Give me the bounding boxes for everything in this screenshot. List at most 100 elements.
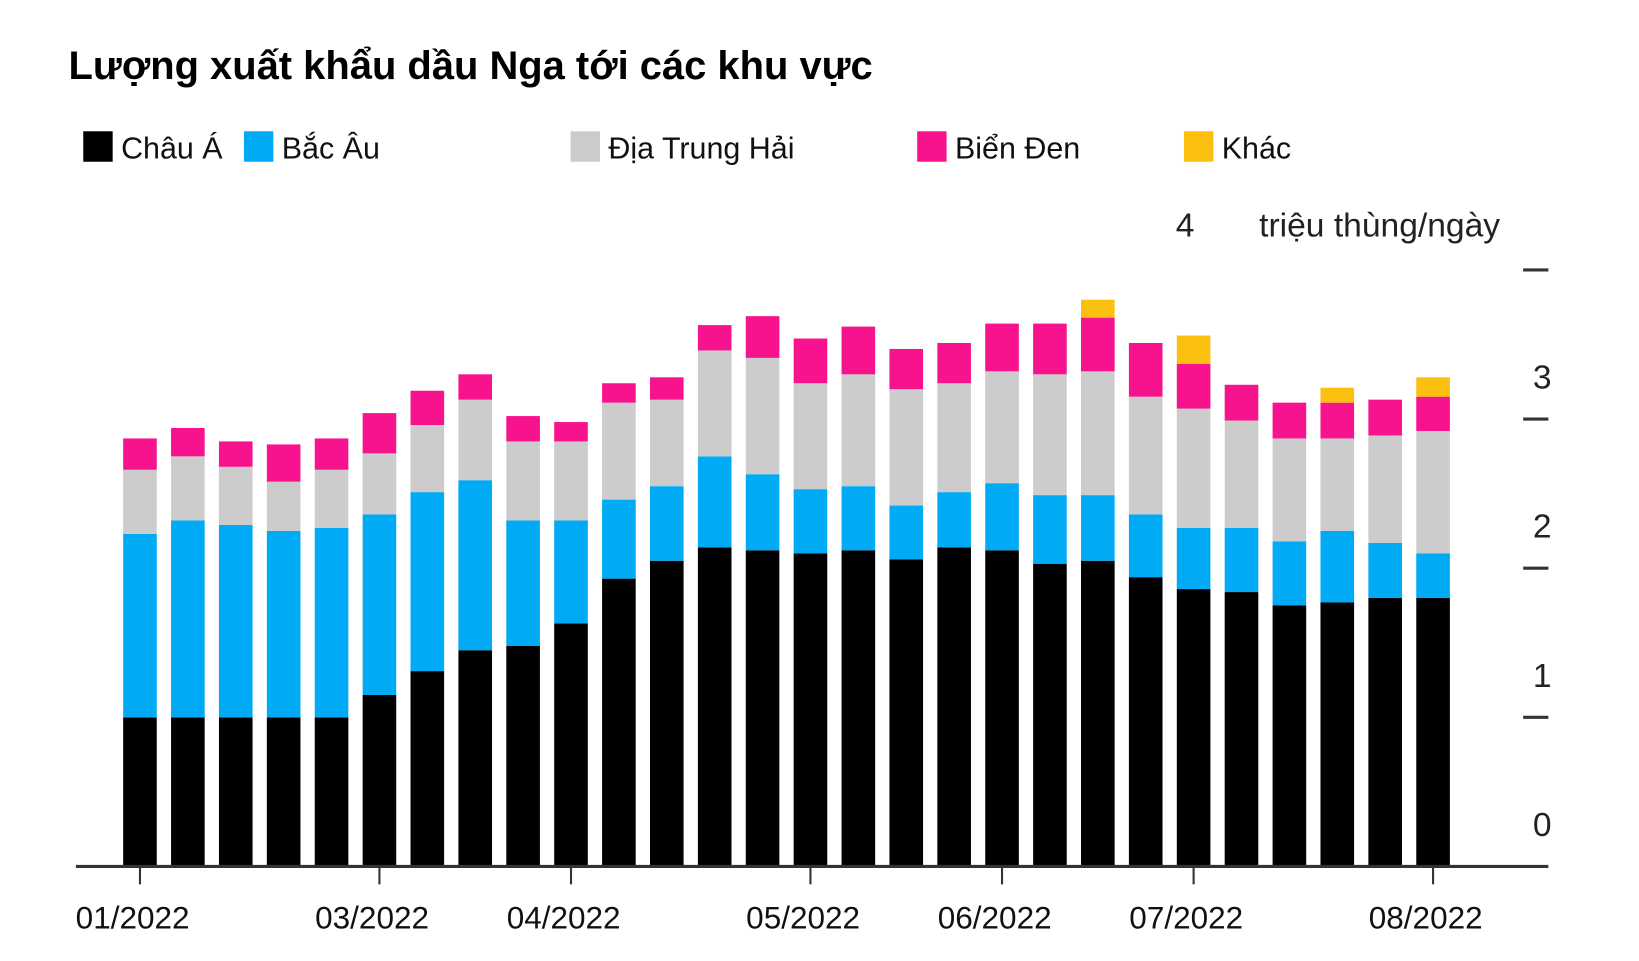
- bar-segment-Châu Á: [362, 694, 397, 867]
- bar-segment-Bắc Âu: [1320, 530, 1355, 603]
- legend-swatch: [917, 131, 947, 162]
- legend-label: Biển Đen: [955, 132, 1080, 166]
- x-tick-label: 05/2022: [746, 899, 860, 935]
- bar-segment-Châu Á: [985, 550, 1019, 867]
- bar-stack: [410, 390, 445, 867]
- bar-segment-Bắc Âu: [745, 474, 780, 551]
- bar-segment-Biển Đen: [362, 413, 397, 454]
- bar-stack: [649, 377, 684, 867]
- bar-segment-Bắc Âu: [1224, 527, 1259, 593]
- bar-segment-Bắc Âu: [1368, 542, 1402, 599]
- x-tick-label: 08/2022: [1369, 899, 1483, 935]
- bar-segment-Bắc Âu: [697, 456, 732, 548]
- bar-segment-Biển Đen: [649, 377, 684, 400]
- bar-segment-Biển Đen: [1176, 363, 1211, 409]
- bar-segment-Bắc Âu: [1416, 553, 1450, 599]
- bar-segment-Biển Đen: [1128, 342, 1163, 397]
- legend-label: Bắc Âu: [282, 131, 380, 166]
- bar-segment-Bắc Âu: [937, 492, 971, 548]
- bar-stack: [1128, 342, 1163, 867]
- bar-segment-Châu Á: [1033, 563, 1067, 867]
- bar-stack: [1416, 377, 1450, 867]
- legend-item: Khác: [1183, 131, 1291, 166]
- bar-segment-Địa Trung Hải: [1272, 438, 1307, 542]
- bar-segment-Địa Trung Hải: [602, 402, 636, 500]
- legend-item: Biển Đen: [917, 131, 1080, 166]
- bar-stack: [889, 348, 924, 867]
- bar-segment-Biển Đen: [697, 325, 732, 351]
- legend-item: Địa Trung Hải: [570, 131, 794, 166]
- legend-swatch: [1183, 131, 1214, 162]
- legend-item: Châu Á: [83, 131, 223, 166]
- legend-label: Châu Á: [121, 131, 223, 166]
- bar-segment-Bắc Âu: [1128, 514, 1163, 578]
- legend-swatch: [243, 131, 274, 162]
- bar-stack: [458, 374, 493, 867]
- bar-stack: [506, 416, 540, 867]
- bar-segment-Bắc Âu: [1176, 527, 1211, 590]
- y-tick-label: 0: [1533, 807, 1552, 844]
- bar-stack: [266, 444, 301, 867]
- bar-segment-Bắc Âu: [985, 483, 1019, 551]
- y-tick-label: 1: [1533, 658, 1552, 695]
- bar-segment-Biển Đen: [314, 438, 349, 470]
- bar-segment-Châu Á: [266, 717, 301, 867]
- bar-stack: [1224, 384, 1259, 867]
- bar-stack: [793, 338, 828, 867]
- bar-segment-Bắc Âu: [649, 486, 684, 561]
- bar-segment-Châu Á: [218, 717, 253, 867]
- legend: Châu Á Bắc Âu Địa Trung Hải Biển Đen Khác: [83, 131, 1291, 166]
- bar-segment-Biển Đen: [1368, 399, 1402, 436]
- bar-segment-Bắc Âu: [841, 486, 876, 551]
- legend-item: Bắc Âu: [243, 131, 380, 166]
- bar-segment-Biển Đen: [218, 441, 253, 467]
- x-tick-label: 01/2022: [76, 899, 190, 935]
- y-tick-label: 4: [1176, 207, 1195, 244]
- bar-segment-Biển Đen: [1081, 317, 1115, 372]
- bar-segment-Địa Trung Hải: [1128, 396, 1163, 515]
- bar-segment-Bắc Âu: [1081, 495, 1115, 561]
- bar-segment-Biển Đen: [1416, 396, 1450, 431]
- legend-swatch: [570, 131, 600, 162]
- bar-segment-Địa Trung Hải: [410, 425, 445, 493]
- bar-segment-Châu Á: [1320, 602, 1355, 867]
- bar-segment-Địa Trung Hải: [697, 350, 732, 457]
- bar-segment-Châu Á: [314, 717, 349, 867]
- bar-segment-Châu Á: [1224, 592, 1259, 867]
- x-tick-label: 04/2022: [507, 899, 621, 935]
- bars: [123, 299, 1450, 867]
- bar-segment-Địa Trung Hải: [171, 456, 205, 521]
- bar-segment-Địa Trung Hải: [458, 399, 493, 481]
- bar-segment-Địa Trung Hải: [1176, 408, 1211, 528]
- bar-segment-Châu Á: [889, 559, 924, 867]
- bar-segment-Biển Đen: [985, 323, 1019, 372]
- bar-segment-Châu Á: [937, 547, 971, 867]
- bar-segment-Châu Á: [171, 717, 205, 867]
- bar-segment-Địa Trung Hải: [937, 383, 971, 493]
- bar-segment-Địa Trung Hải: [1081, 371, 1115, 496]
- bar-segment-Bắc Âu: [123, 533, 157, 718]
- bar-segment-Biển Đen: [123, 438, 157, 470]
- bar-stack: [1368, 399, 1402, 867]
- x-tick-label: 03/2022: [315, 899, 429, 935]
- bar-segment-Biển Đen: [171, 428, 205, 457]
- bar-segment-Biển Đen: [554, 422, 588, 442]
- bar-segment-Bắc Âu: [410, 492, 445, 672]
- bar-segment-Địa Trung Hải: [841, 374, 876, 487]
- chart-title: Lượng xuất khẩu dầu Nga tới các khu vực: [69, 44, 873, 88]
- bar-segment-Địa Trung Hải: [314, 469, 349, 528]
- bar-segment-Địa Trung Hải: [745, 357, 780, 475]
- bar-segment-Bắc Âu: [1033, 495, 1067, 564]
- bar-segment-Biển Đen: [745, 316, 780, 358]
- bar-stack: [314, 438, 349, 867]
- bar-segment-Địa Trung Hải: [123, 469, 157, 534]
- bar-segment-Địa Trung Hải: [218, 466, 253, 525]
- bar-segment-Biển Đen: [889, 348, 924, 390]
- bar-stack: [554, 422, 588, 867]
- bar-segment-Biển Đen: [1272, 402, 1307, 439]
- bar-segment-Địa Trung Hải: [793, 383, 828, 490]
- bar-segment-Biển Đen: [937, 342, 971, 384]
- bar-segment-Châu Á: [1176, 589, 1211, 867]
- y-axis-label: triệu thùng/ngày: [1259, 207, 1500, 244]
